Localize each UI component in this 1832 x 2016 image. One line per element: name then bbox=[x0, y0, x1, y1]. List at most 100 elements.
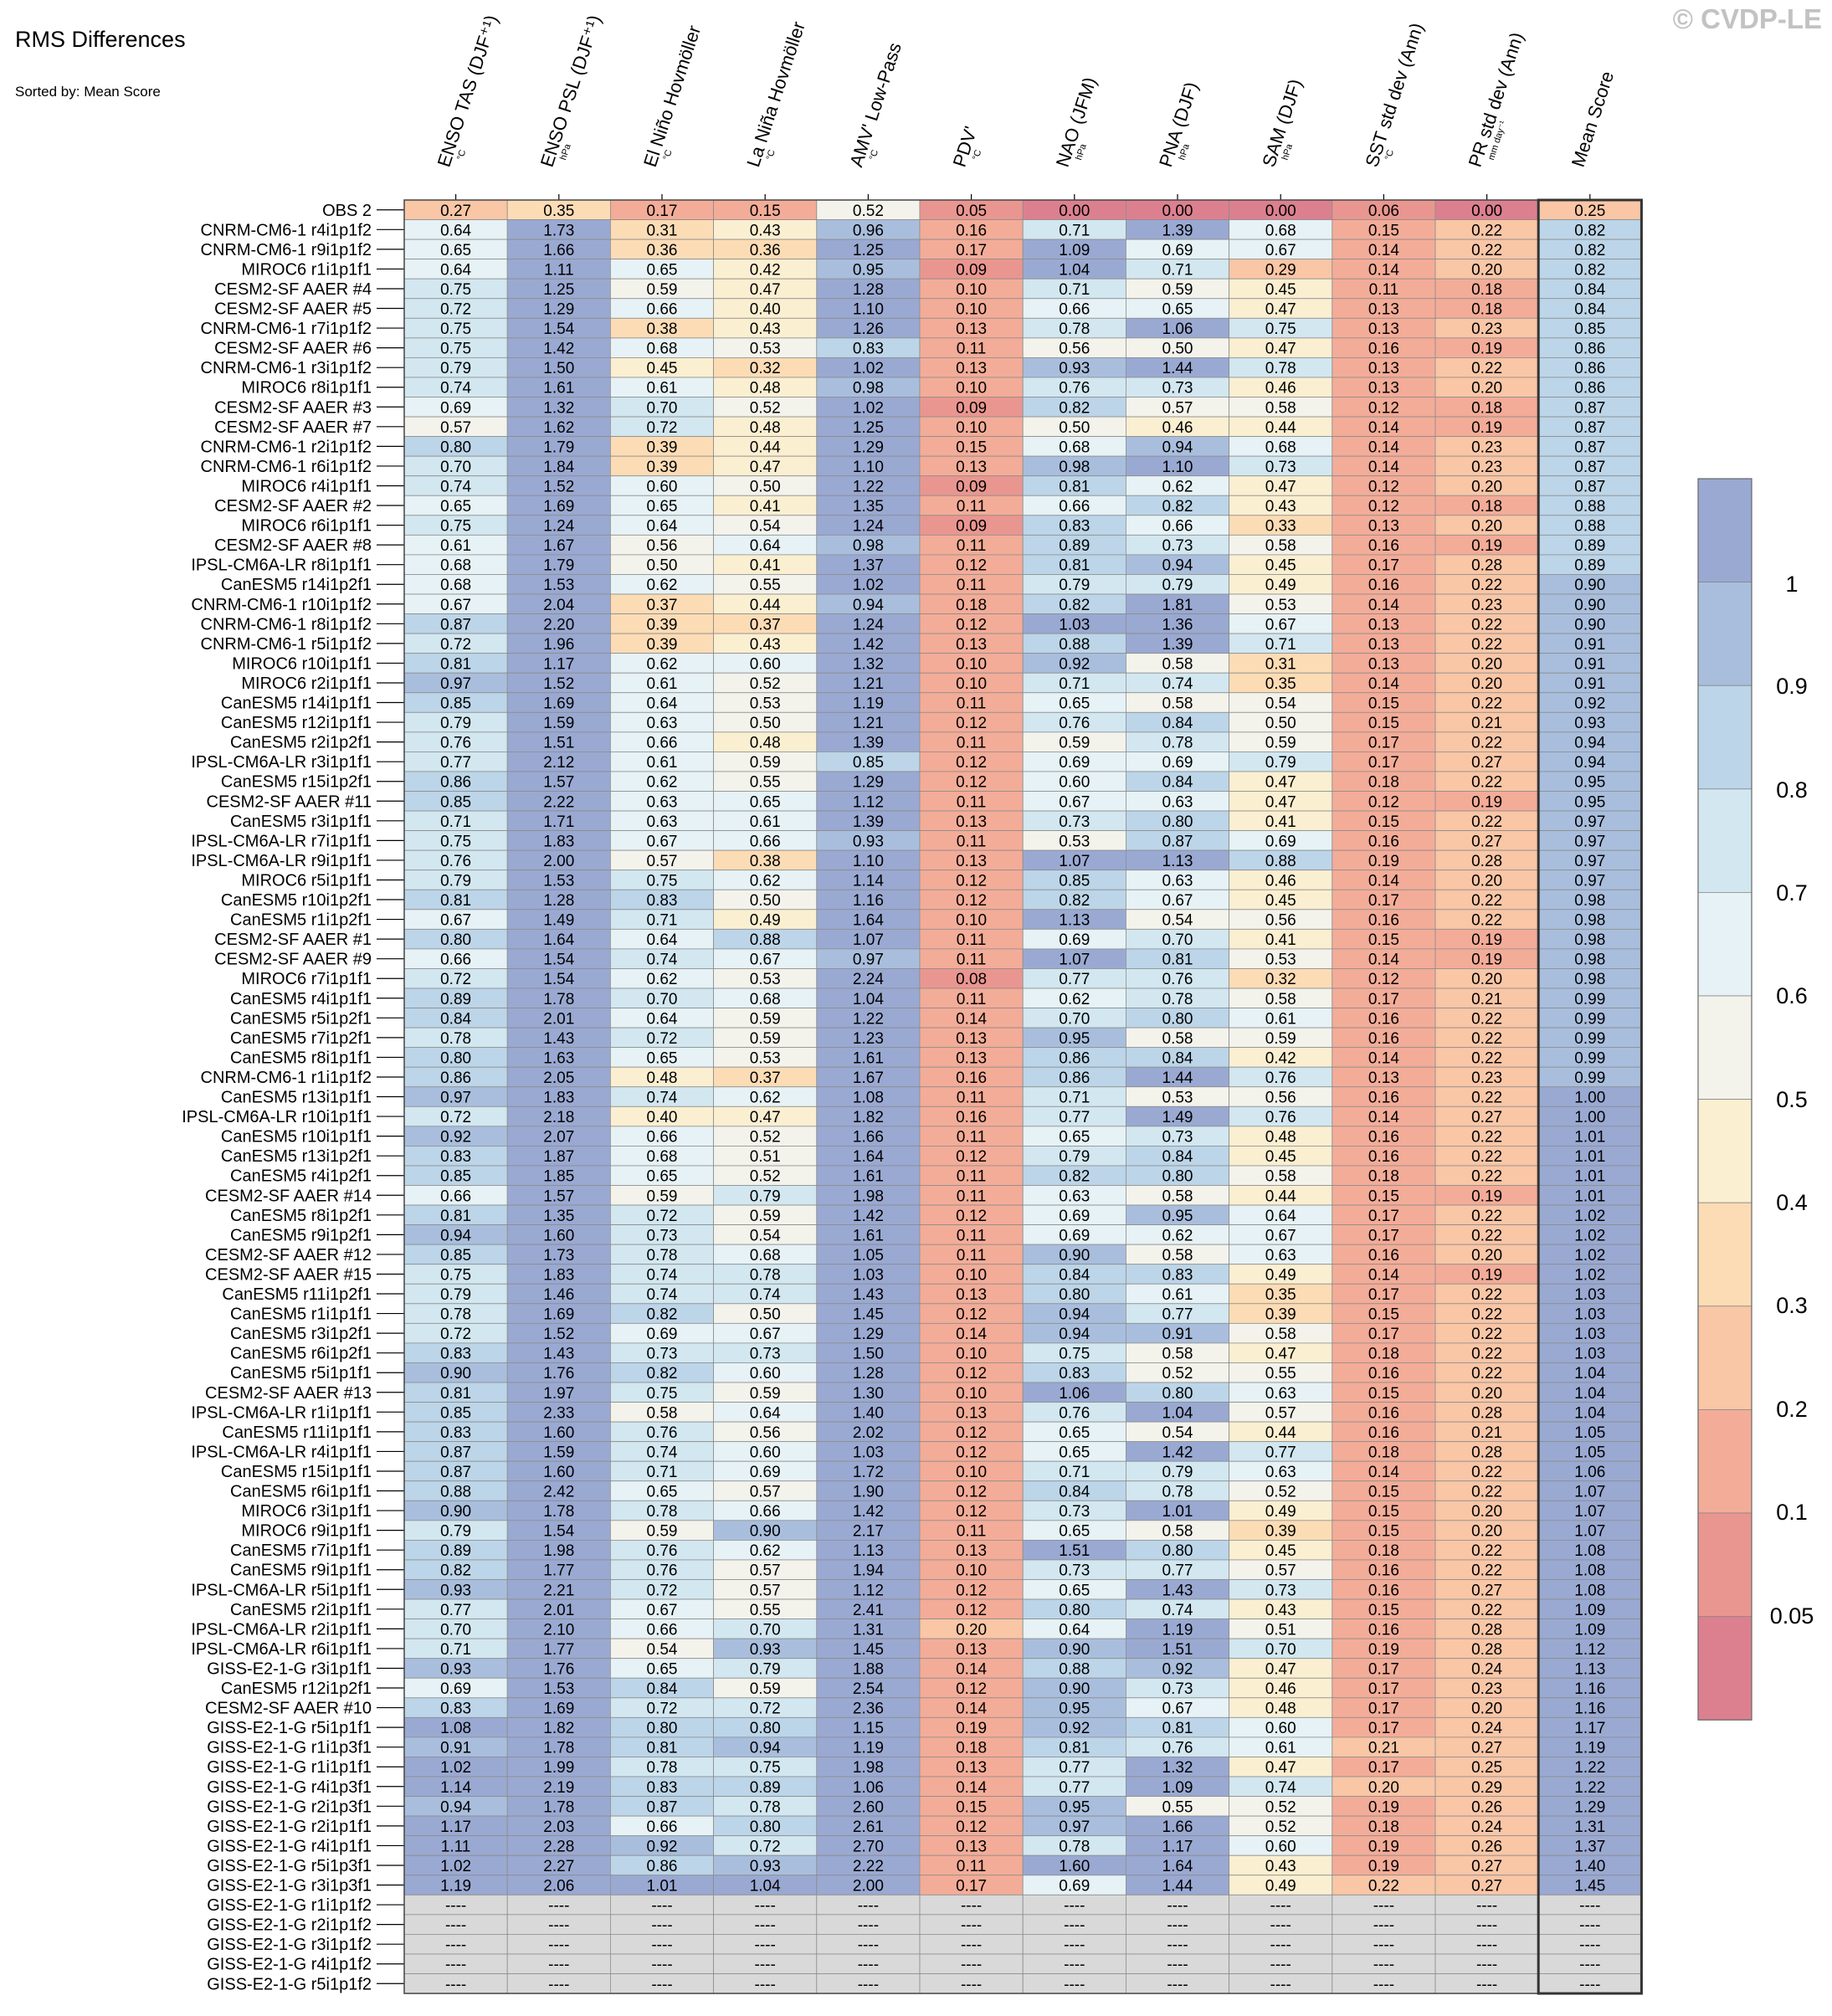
colorbar-tick-label: 1 bbox=[1785, 572, 1798, 597]
cell-value: 1.42 bbox=[853, 636, 884, 654]
cell-value: 0.70 bbox=[1162, 931, 1193, 949]
cell-value: 0.17 bbox=[1368, 754, 1399, 772]
cell-value: 0.12 bbox=[956, 1503, 987, 1521]
cell-value: 0.67 bbox=[1162, 892, 1193, 910]
cell-value: 0.12 bbox=[956, 616, 987, 634]
cell-value: 0.22 bbox=[1471, 360, 1502, 377]
cell-value: 0.11 bbox=[957, 577, 987, 594]
cell-value: 0.77 bbox=[1162, 1306, 1193, 1324]
cell-value: 2.06 bbox=[543, 1878, 574, 1895]
cell-value: 1.51 bbox=[1162, 1641, 1193, 1659]
cell-value: 1.00 bbox=[1574, 1090, 1605, 1107]
cell-value: 0.43 bbox=[1265, 1858, 1296, 1875]
cell-value: 0.35 bbox=[1265, 675, 1296, 693]
row-label: CanESM5 r15i1p1f1 bbox=[221, 1463, 372, 1481]
cell-value: 0.15 bbox=[1368, 813, 1399, 831]
row-label: CanESM5 r12i1p2f1 bbox=[221, 1680, 372, 1698]
cell-value: 0.81 bbox=[1162, 1720, 1193, 1737]
cell-value: 0.16 bbox=[1368, 1090, 1399, 1107]
cell-value: 1.72 bbox=[853, 1464, 884, 1481]
cell-value: 0.22 bbox=[1471, 1030, 1502, 1048]
cell-value: 0.80 bbox=[1162, 1385, 1193, 1403]
cell-value: 1.09 bbox=[1574, 1621, 1605, 1639]
cell-value: 0.22 bbox=[1471, 1148, 1502, 1166]
cell-value: 0.77 bbox=[1059, 971, 1090, 988]
cell-value: 0.97 bbox=[1574, 813, 1605, 831]
cell-value: 0.97 bbox=[440, 675, 471, 693]
cell-value: 1.31 bbox=[1574, 1819, 1605, 1836]
cell-value: 0.74 bbox=[647, 1090, 678, 1107]
cell-value: 0.75 bbox=[647, 1385, 678, 1403]
cell-value: 0.57 bbox=[750, 1582, 781, 1599]
cell-value: 0.70 bbox=[440, 459, 471, 476]
cell-value: 0.85 bbox=[853, 754, 884, 772]
cell-value: 1.25 bbox=[543, 281, 574, 299]
cell-value: 0.78 bbox=[1059, 1838, 1090, 1855]
cell-value: 0.11 bbox=[957, 833, 987, 850]
cell-value: 0.70 bbox=[647, 991, 678, 1008]
cell-value: 1.82 bbox=[853, 1109, 884, 1126]
cell-value: 0.85 bbox=[1059, 872, 1090, 890]
row-label: GISS-E2-1-G r4i1p1f2 bbox=[207, 1956, 372, 1974]
cell-value: 1.67 bbox=[543, 537, 574, 555]
cell-value: 0.43 bbox=[750, 636, 781, 654]
cell-value: 0.80 bbox=[750, 1720, 781, 1737]
cell-value: 0.94 bbox=[440, 1798, 471, 1816]
cell-value: 0.65 bbox=[1059, 1129, 1090, 1147]
cell-value: 0.10 bbox=[956, 1385, 987, 1403]
cell-value: 0.66 bbox=[750, 833, 781, 850]
cell-value: 0.22 bbox=[1471, 1542, 1502, 1560]
cell-value: 0.69 bbox=[1059, 931, 1090, 949]
cell-value: 0.76 bbox=[1162, 971, 1193, 988]
cell-value: 0.74 bbox=[1162, 1602, 1193, 1619]
cell-value: 0.22 bbox=[1471, 577, 1502, 594]
cell-value: ---- bbox=[961, 1957, 982, 1974]
cell-value: 0.13 bbox=[956, 360, 987, 377]
colorbar-segment bbox=[1697, 1099, 1752, 1203]
cell-value: 0.24 bbox=[1471, 1720, 1502, 1737]
cell-value: 0.66 bbox=[750, 1503, 781, 1521]
row-label: MIROC6 r1i1p1f1 bbox=[241, 260, 372, 279]
row-label: CESM2-SF AAER #7 bbox=[214, 418, 372, 437]
cell-value: 1.66 bbox=[1162, 1819, 1193, 1836]
cell-value: 0.00 bbox=[1471, 203, 1502, 220]
cell-value: 0.16 bbox=[1368, 912, 1399, 930]
cell-value: 0.87 bbox=[1162, 833, 1193, 850]
cell-value: 0.63 bbox=[1265, 1385, 1296, 1403]
cell-value: 0.84 bbox=[1059, 1484, 1090, 1501]
cell-value: 0.52 bbox=[750, 1129, 781, 1147]
cell-value: 0.74 bbox=[647, 1444, 678, 1461]
cell-value: 0.69 bbox=[1059, 1878, 1090, 1895]
cell-value: ---- bbox=[445, 1917, 466, 1935]
cell-value: 1.22 bbox=[853, 1010, 884, 1028]
column-header: Mean Score bbox=[1568, 69, 1618, 170]
cell-value: 1.02 bbox=[853, 360, 884, 377]
cell-value: 0.95 bbox=[853, 261, 884, 279]
cell-value: 0.63 bbox=[1162, 793, 1193, 811]
cell-value: 0.84 bbox=[1162, 715, 1193, 732]
cell-value: ---- bbox=[651, 1897, 672, 1915]
cell-value: 0.16 bbox=[956, 1109, 987, 1126]
cell-value: 0.18 bbox=[1471, 399, 1502, 417]
cell-value: 0.15 bbox=[1368, 695, 1399, 713]
cell-value: 0.83 bbox=[440, 1424, 471, 1442]
colorbar-tick-label: 0.05 bbox=[1770, 1603, 1814, 1629]
cell-value: 1.51 bbox=[1059, 1542, 1090, 1560]
cell-value: 0.14 bbox=[1368, 439, 1399, 456]
cell-value: 1.88 bbox=[853, 1660, 884, 1678]
cell-value: 0.20 bbox=[1471, 380, 1502, 398]
cell-value: ---- bbox=[1579, 1917, 1600, 1935]
cell-value: 0.63 bbox=[1162, 872, 1193, 890]
cell-value: 0.61 bbox=[1265, 1740, 1296, 1757]
cell-value: 0.75 bbox=[440, 833, 471, 850]
row-label: CNRM-CM6-1 r5i1p1f2 bbox=[201, 635, 372, 654]
cell-value: 1.01 bbox=[1162, 1503, 1193, 1521]
cell-value: 1.44 bbox=[1162, 360, 1193, 377]
cell-value: 1.78 bbox=[543, 1740, 574, 1757]
cell-value: 0.39 bbox=[647, 636, 678, 654]
cell-value: 0.11 bbox=[957, 991, 987, 1008]
cell-value: 0.43 bbox=[1265, 498, 1296, 516]
cell-value: 0.12 bbox=[956, 754, 987, 772]
cell-value: 0.22 bbox=[1471, 1129, 1502, 1147]
cell-value: 0.59 bbox=[750, 1208, 781, 1225]
